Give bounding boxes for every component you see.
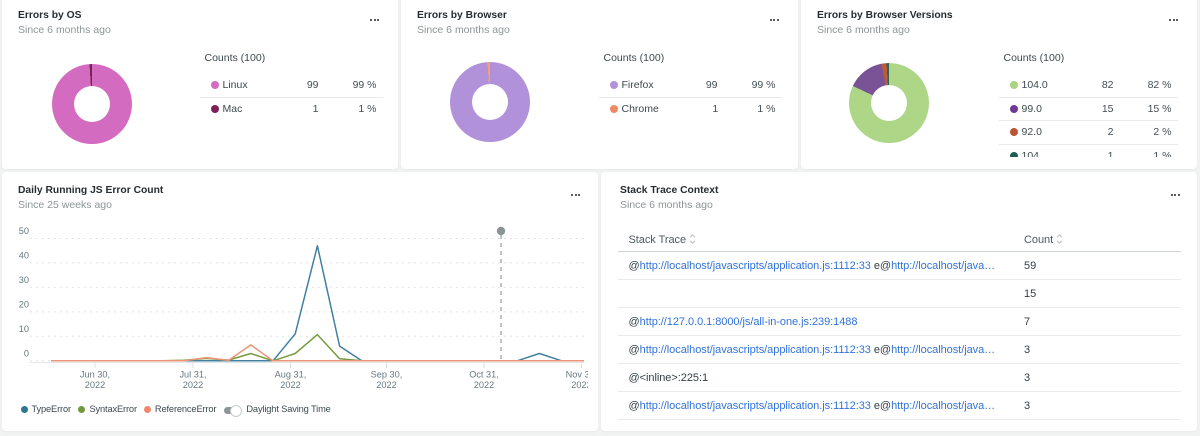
svg-text:40: 40 — [19, 251, 29, 261]
svg-text:50: 50 — [19, 226, 29, 236]
svg-text:10: 10 — [19, 324, 29, 334]
svg-text:Jul 31,: Jul 31, — [179, 370, 206, 380]
svg-text:2022: 2022 — [280, 380, 300, 390]
svg-text:2022: 2022 — [183, 380, 203, 390]
svg-text:Nov 30,: Nov 30, — [566, 370, 588, 380]
svg-text:2022: 2022 — [376, 380, 396, 390]
svg-text:30: 30 — [19, 275, 29, 285]
svg-text:Sep 30,: Sep 30, — [371, 370, 403, 380]
svg-text:0: 0 — [24, 349, 29, 359]
svg-text:Jun 30,: Jun 30, — [80, 370, 110, 380]
svg-text:2022: 2022 — [571, 380, 588, 390]
svg-text:20: 20 — [19, 300, 29, 310]
svg-text:2022: 2022 — [85, 380, 105, 390]
svg-text:Aug 31,: Aug 31, — [275, 370, 307, 380]
svg-text:2022: 2022 — [474, 380, 494, 390]
svg-text:Oct 31,: Oct 31, — [469, 370, 499, 380]
